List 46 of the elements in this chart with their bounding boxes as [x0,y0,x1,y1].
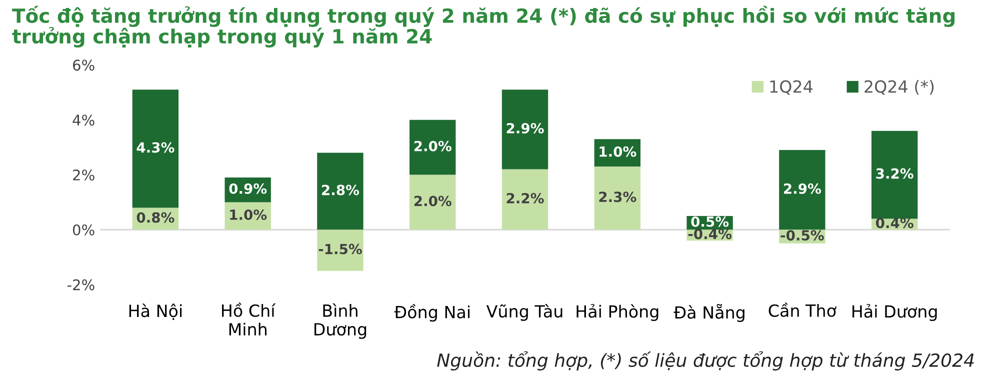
data-label: -0.5% [780,230,824,241]
bar [779,150,826,230]
data-label: 2.8% [322,184,360,196]
bar [317,230,364,271]
bar [410,174,456,230]
text: Nguồn: tổng hợp, (*) số liệu được tổng hợp từ tháng 5/2024 [437,351,974,371]
bar [594,166,640,230]
x-tick-label: Vũng Tàu [486,304,562,321]
y-tick-label: 2% [73,169,94,181]
legend-label: 1Q24 [770,80,812,95]
x-tick-label: Hải Phòng [576,304,658,321]
data-label: 2.9% [506,122,544,134]
data-label: 0.9% [229,183,267,194]
data-label: 0.5% [691,216,729,227]
data-label: 2.2% [506,193,544,204]
data-label: 2.0% [414,196,452,206]
x-tick-label: Cần Thơ [768,302,836,317]
x-tick-label: Hải Dương [852,304,937,321]
data-label: 1.0% [600,146,636,157]
x-tick-label: Hà Nội [129,304,182,320]
data-label: -1.5% [318,244,362,254]
y-tick-label: 0% [72,224,94,236]
data-label: 2.0% [414,140,452,152]
data-label: 0.4% [876,218,914,228]
y-tick-label: 4% [72,114,94,126]
y-tick-label: -2% [67,279,94,290]
x-tick-label: Hồ Chí Minh [222,302,276,336]
bar [410,120,456,175]
data-label: 1.0% [230,209,267,220]
data-label: 3.2% [876,168,914,179]
x-tick-label: Đồng Nai [394,304,470,322]
data-label: 2.9% [784,183,821,194]
chart-title: Tốc độ tăng trưởng tín dụng trong quý 2 năm 24 (*) đã có sự phục hồi so với mức tăng trưởng chậm chạp trong quý 1 năm 24 [12,6,955,48]
bar [132,90,179,208]
bar [317,152,364,230]
bar [871,130,918,219]
x-tick-label: Đà Nẵng [674,304,744,322]
legend-label: 2Q24 (*) [864,80,934,95]
y-tick-label: 6% [73,60,94,71]
data-label: 4.3% [136,142,174,153]
x-tick-label: Bình Dương [314,303,366,339]
data-label: 0.8% [136,212,174,223]
data-label: 2.3% [599,192,636,202]
bar [502,169,548,230]
bar [502,90,548,170]
data-label: -0.4% [688,228,732,240]
